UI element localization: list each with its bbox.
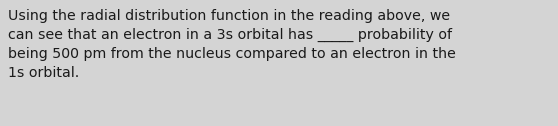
Text: Using the radial distribution function in the reading above, we
can see that an : Using the radial distribution function i… <box>8 9 456 80</box>
